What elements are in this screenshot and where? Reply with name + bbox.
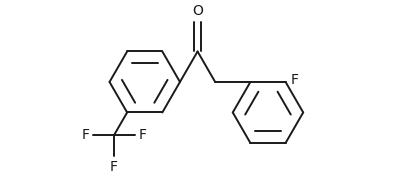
Text: F: F xyxy=(138,128,147,142)
Text: O: O xyxy=(192,4,203,18)
Text: F: F xyxy=(82,128,89,142)
Text: F: F xyxy=(110,160,118,174)
Text: F: F xyxy=(291,73,299,87)
